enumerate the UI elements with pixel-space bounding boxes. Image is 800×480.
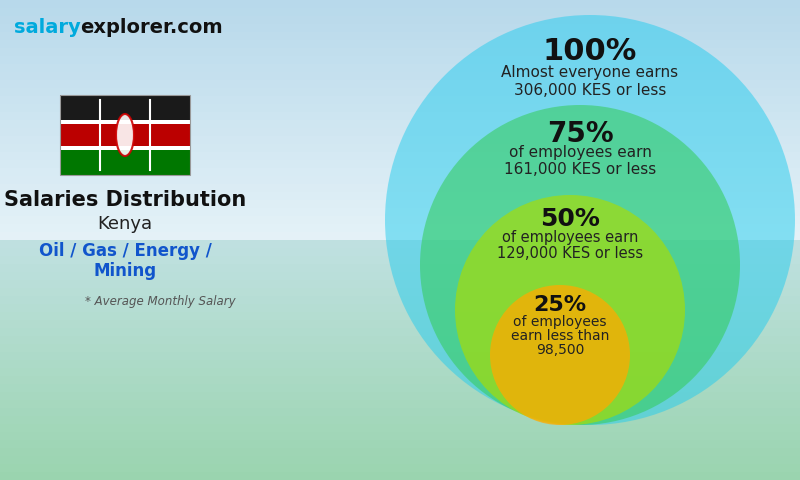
Text: 98,500: 98,500 [536, 343, 584, 357]
Bar [60, 95, 190, 121]
Bar [0, 216, 800, 224]
Bar [60, 146, 190, 150]
Bar [60, 121, 190, 148]
Text: 75%: 75% [546, 120, 614, 148]
Text: Oil / Gas / Energy /: Oil / Gas / Energy / [38, 242, 211, 260]
Bar [0, 232, 800, 240]
Bar [0, 16, 800, 24]
Bar [0, 432, 800, 440]
Bar [0, 352, 800, 360]
Bar [0, 80, 800, 88]
Bar [0, 192, 800, 200]
Bar [0, 200, 800, 208]
Bar [0, 400, 800, 408]
Text: 50%: 50% [540, 207, 600, 231]
Bar [0, 112, 800, 120]
Bar [0, 48, 800, 56]
Text: Almost everyone earns: Almost everyone earns [502, 65, 678, 80]
Bar [0, 128, 800, 136]
Text: of employees earn: of employees earn [509, 145, 651, 160]
Bar [0, 456, 800, 464]
Bar [0, 256, 800, 264]
Bar [0, 152, 800, 160]
Bar [0, 64, 800, 72]
Ellipse shape [385, 15, 795, 425]
Bar [0, 472, 800, 480]
Text: * Average Monthly Salary: * Average Monthly Salary [85, 295, 236, 308]
Ellipse shape [490, 285, 630, 425]
Bar [0, 96, 800, 104]
Bar [0, 144, 800, 152]
Bar [0, 184, 800, 192]
Text: explorer.com: explorer.com [80, 18, 222, 37]
Bar [0, 464, 800, 472]
Bar [0, 424, 800, 432]
Bar [0, 280, 800, 288]
Bar [0, 392, 800, 400]
Bar [0, 248, 800, 256]
Bar [0, 56, 800, 64]
Text: Salaries Distribution: Salaries Distribution [4, 190, 246, 210]
Ellipse shape [116, 114, 134, 156]
Text: Kenya: Kenya [98, 215, 153, 233]
Bar [0, 416, 800, 424]
Bar [0, 176, 800, 184]
Bar [60, 95, 190, 175]
Bar [0, 288, 800, 296]
Bar [0, 296, 800, 304]
Bar [60, 120, 190, 124]
Bar [0, 408, 800, 416]
Bar [0, 376, 800, 384]
Bar [0, 160, 800, 168]
Text: 161,000 KES or less: 161,000 KES or less [504, 162, 656, 177]
Bar [0, 384, 800, 392]
Bar [0, 168, 800, 176]
Bar [0, 320, 800, 328]
Text: 25%: 25% [534, 295, 586, 315]
Bar [0, 344, 800, 352]
Bar [0, 336, 800, 344]
Text: 129,000 KES or less: 129,000 KES or less [497, 246, 643, 261]
Text: salary: salary [14, 18, 81, 37]
Bar [0, 272, 800, 280]
Bar [0, 304, 800, 312]
Bar [0, 136, 800, 144]
Text: earn less than: earn less than [511, 329, 609, 343]
Bar [0, 448, 800, 456]
Bar [0, 360, 800, 368]
Text: 100%: 100% [543, 37, 637, 66]
Bar [0, 240, 800, 248]
Ellipse shape [420, 105, 740, 425]
Bar [0, 368, 800, 376]
Bar [0, 208, 800, 216]
Bar [0, 264, 800, 272]
Bar [0, 24, 800, 32]
Bar [0, 8, 800, 16]
Bar [0, 0, 800, 8]
Text: of employees: of employees [514, 315, 606, 329]
Text: Mining: Mining [94, 262, 157, 280]
Bar [0, 328, 800, 336]
Bar [0, 72, 800, 80]
Bar [0, 224, 800, 232]
Bar [0, 40, 800, 48]
Bar [0, 120, 800, 128]
Text: of employees earn: of employees earn [502, 230, 638, 245]
Bar [0, 312, 800, 320]
Ellipse shape [455, 195, 685, 425]
Bar [60, 148, 190, 175]
Bar [0, 88, 800, 96]
Bar [0, 104, 800, 112]
Bar [0, 32, 800, 40]
Text: 306,000 KES or less: 306,000 KES or less [514, 83, 666, 98]
Bar [0, 440, 800, 448]
